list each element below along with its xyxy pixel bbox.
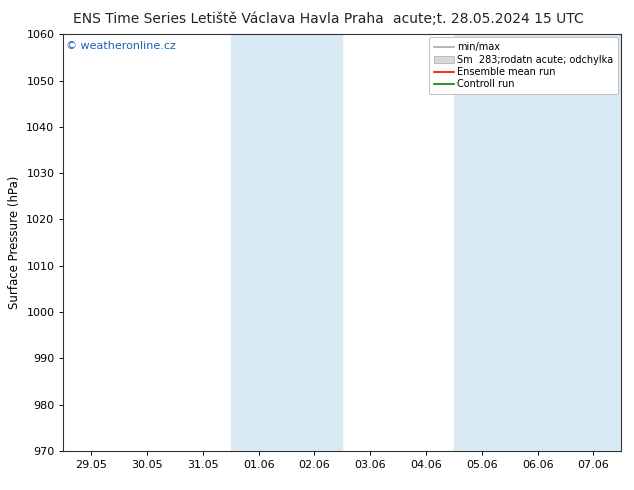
Bar xyxy=(231,34,342,451)
Bar xyxy=(454,34,621,451)
Text: acute;t. 28.05.2024 15 UTC: acute;t. 28.05.2024 15 UTC xyxy=(393,12,583,26)
Text: ENS Time Series Letiště Václava Havla Praha: ENS Time Series Letiště Václava Havla Pr… xyxy=(73,12,384,26)
Text: © weatheronline.cz: © weatheronline.cz xyxy=(66,41,176,50)
Y-axis label: Surface Pressure (hPa): Surface Pressure (hPa) xyxy=(8,176,21,309)
Legend: min/max, Sm  283;rodatn acute; odchylka, Ensemble mean run, Controll run: min/max, Sm 283;rodatn acute; odchylka, … xyxy=(429,37,618,94)
